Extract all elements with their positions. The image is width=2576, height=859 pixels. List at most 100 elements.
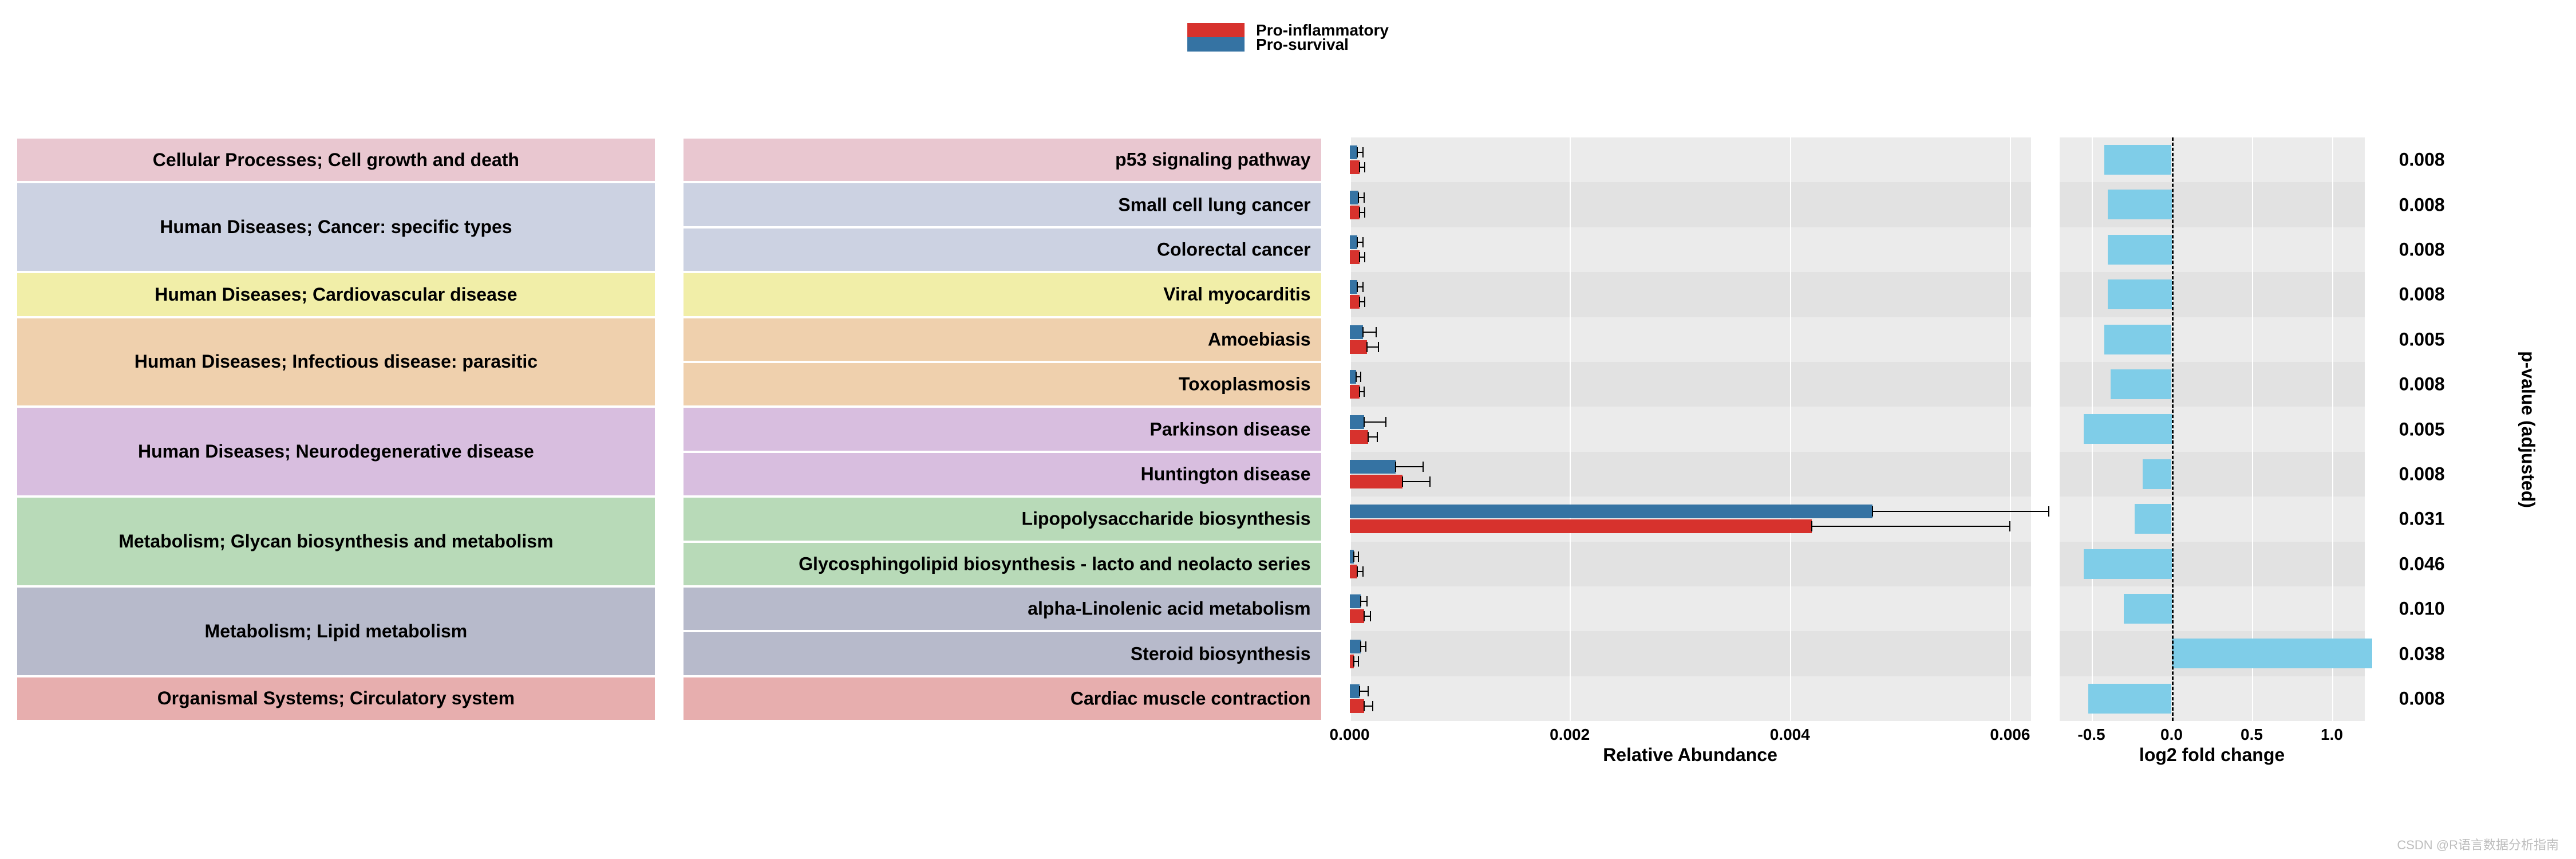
foldchange-bar — [2111, 369, 2171, 399]
foldchange-bar — [2084, 414, 2172, 444]
pathway-label: Huntington disease — [1141, 463, 1311, 484]
error-cap — [1353, 656, 1354, 667]
pvalue-row: 0.008 — [2393, 182, 2486, 227]
category-block: Human Diseases; Neurodegenerative diseas… — [17, 407, 655, 497]
error-cap — [1358, 192, 1359, 203]
pathway-row: Viral myocarditis — [683, 272, 1321, 317]
foldchange-bar — [2104, 145, 2172, 175]
pvalue-label: 0.005 — [2399, 419, 2445, 440]
error-line — [1367, 346, 1378, 348]
foldchange-row — [2060, 497, 2365, 541]
pathway-column: p53 signaling pathwaySmall cell lung can… — [683, 137, 1321, 722]
error-cap — [1362, 327, 1364, 337]
error-cap — [1360, 372, 1361, 382]
abundance-panel: 0.0000.0020.0040.006Relative Abundance — [1350, 137, 2031, 721]
side-axis: p-value (adjusted) — [2514, 137, 2542, 722]
foldchange-row — [2060, 586, 2365, 631]
pathway-row: Parkinson disease — [683, 407, 1321, 451]
error-cap — [1364, 611, 1365, 621]
error-cap — [1811, 521, 1812, 531]
category-block: Human Diseases; Cancer: specific types — [17, 182, 655, 272]
error-cap — [1872, 506, 1873, 517]
legend-swatch-1 — [1187, 37, 1244, 52]
error-cap — [1368, 432, 1369, 442]
error-cap — [1364, 417, 1365, 427]
error-cap — [1395, 462, 1396, 472]
error-cap — [1368, 686, 1369, 696]
abundance-row — [1350, 227, 2031, 272]
pathway-label: Lipopolysaccharide biosynthesis — [1022, 509, 1311, 530]
pathway-row: Huntington disease — [683, 452, 1321, 497]
abundance-row — [1350, 676, 2031, 721]
error-cap — [1364, 207, 1365, 218]
foldchange-row — [2060, 452, 2365, 497]
error-line — [1402, 481, 1430, 482]
x-tick-label: 0.002 — [1550, 726, 1590, 744]
x-tick-label: 0.004 — [1770, 726, 1810, 744]
error-cap — [1362, 282, 1364, 292]
error-cap — [1357, 147, 1358, 157]
x-tick-label: 0.000 — [1330, 726, 1370, 744]
error-cap — [1364, 297, 1365, 307]
abundance-bar-blue — [1350, 640, 1361, 653]
error-cap — [1358, 656, 1359, 667]
category-block: Human Diseases; Infectious disease: para… — [17, 317, 655, 407]
category-block: Organismal Systems; Circulatory system — [17, 676, 655, 721]
chart-area: Cellular Processes; Cell growth and deat… — [17, 137, 2542, 722]
abundance-bar-blue — [1350, 235, 1357, 249]
pvalue-label: 0.008 — [2399, 374, 2445, 395]
pathway-label: Amoebiasis — [1208, 329, 1311, 350]
pvalue-row: 0.008 — [2393, 676, 2486, 721]
error-cap — [1359, 207, 1360, 218]
pathway-label: Parkinson disease — [1150, 419, 1311, 440]
pvalue-label: 0.008 — [2399, 239, 2445, 260]
pvalue-row: 0.046 — [2393, 542, 2486, 586]
pvalue-row: 0.031 — [2393, 497, 2486, 541]
abundance-bar-red — [1350, 609, 1364, 623]
gridline — [1790, 137, 1791, 721]
legend-swatches — [1187, 23, 1244, 52]
abundance-bar-red — [1350, 206, 1360, 219]
error-line — [1368, 436, 1377, 438]
error-cap — [1366, 596, 1368, 606]
abundance-bar-red — [1350, 160, 1360, 174]
foldchange-bar — [2108, 235, 2172, 265]
foldchange-bar — [2135, 504, 2171, 534]
legend-swatch-0 — [1187, 23, 1244, 37]
pvalue-column: 0.0080.0080.0080.0080.0050.0080.0050.008… — [2393, 137, 2486, 721]
category-column: Cellular Processes; Cell growth and deat… — [17, 137, 655, 722]
error-cap — [1360, 641, 1361, 652]
gridline — [2252, 137, 2253, 721]
pvalue-row: 0.008 — [2393, 452, 2486, 497]
pathway-row: alpha-Linolenic acid metabolism — [683, 586, 1321, 631]
pvalue-row: 0.010 — [2393, 586, 2486, 631]
pvalue-axis-title: p-value (adjusted) — [2518, 351, 2539, 508]
foldchange-bar — [2143, 459, 2171, 489]
pathway-row: Glycosphingolipid biosynthesis - lacto a… — [683, 542, 1321, 586]
x-tick-label: 1.0 — [2321, 726, 2343, 744]
abundance-row — [1350, 497, 2031, 541]
abundance-row — [1350, 137, 2031, 182]
abundance-bar-red — [1350, 430, 1369, 444]
gridline — [1570, 137, 1571, 721]
pvalue-label: 0.008 — [2399, 463, 2445, 484]
abundance-bar-red — [1350, 699, 1364, 713]
error-cap — [1359, 162, 1360, 172]
abundance-bar-blue — [1350, 280, 1357, 294]
x-tick-label: 0.5 — [2241, 726, 2263, 744]
abundance-bar-blue — [1350, 145, 1357, 159]
error-cap — [1358, 551, 1359, 562]
error-cap — [1364, 192, 1365, 203]
abundance-row — [1350, 362, 2031, 407]
abundance-bar-red — [1350, 340, 1368, 354]
abundance-bar-red — [1350, 519, 1812, 533]
pvalue-label: 0.046 — [2399, 553, 2445, 574]
error-cap — [1362, 147, 1364, 157]
pvalue-row: 0.008 — [2393, 272, 2486, 317]
gridline — [1350, 137, 1351, 721]
foldchange-bar — [2108, 279, 2172, 309]
pvalue-label: 0.008 — [2399, 194, 2445, 215]
error-cap — [1423, 462, 1424, 472]
abundance-bar-red — [1350, 565, 1357, 578]
foldchange-panel: -0.50.00.51.0log2 fold change — [2060, 137, 2365, 721]
